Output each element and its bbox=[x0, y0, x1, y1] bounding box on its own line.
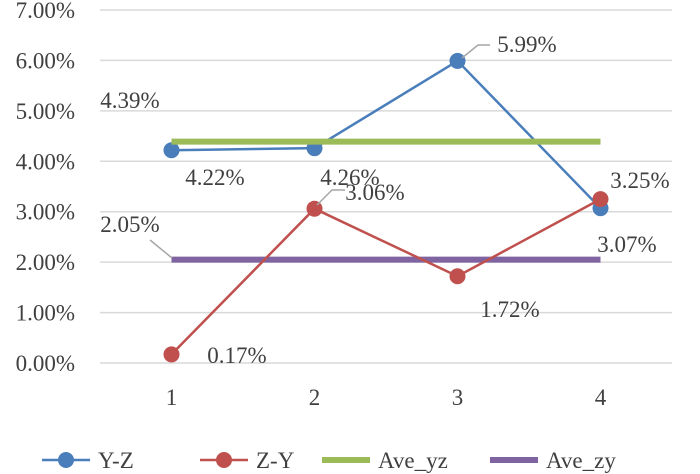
data-label: 3.25% bbox=[610, 168, 669, 193]
series-line-y-z bbox=[171, 59, 602, 210]
x-tick-label: 2 bbox=[309, 385, 321, 410]
data-label: 3.07% bbox=[597, 232, 656, 257]
data-point bbox=[163, 142, 180, 159]
legend-label: Ave_yz bbox=[378, 448, 448, 473]
data-label: 3.06% bbox=[345, 180, 404, 205]
legend-marker bbox=[216, 452, 232, 468]
data-label: 0.17% bbox=[207, 343, 266, 368]
y-tick-label: 4.00% bbox=[16, 149, 75, 174]
data-label: 5.99% bbox=[497, 32, 556, 57]
y-tick-label: 0.00% bbox=[16, 351, 75, 376]
x-tick-label: 3 bbox=[452, 385, 464, 410]
data-point bbox=[163, 346, 180, 363]
leader-line bbox=[461, 44, 490, 59]
x-tick-label: 1 bbox=[166, 385, 178, 410]
series-line-z-y bbox=[170, 198, 602, 356]
leader-line bbox=[149, 239, 173, 259]
y-tick-label: 7.00% bbox=[16, 0, 75, 23]
data-label: 1.72% bbox=[480, 297, 539, 322]
data-label: 4.26% bbox=[320, 165, 379, 190]
data-point bbox=[592, 191, 609, 208]
x-tick-label: 4 bbox=[595, 385, 607, 410]
legend-label: Z-Y bbox=[256, 448, 295, 473]
y-tick-label: 1.00% bbox=[16, 301, 75, 326]
data-label: 2.05% bbox=[100, 212, 159, 237]
y-tick-label: 2.00% bbox=[16, 250, 75, 275]
data-point bbox=[306, 200, 323, 217]
y-tick-label: 6.00% bbox=[16, 48, 75, 73]
data-point bbox=[449, 52, 466, 69]
data-label: 4.22% bbox=[185, 165, 244, 190]
data-label: 4.39% bbox=[100, 88, 159, 113]
legend-label: Ave_zy bbox=[546, 448, 616, 473]
legend-label: Y-Z bbox=[98, 448, 134, 473]
y-tick-label: 3.00% bbox=[16, 200, 75, 225]
data-point bbox=[449, 268, 466, 285]
legend-marker bbox=[58, 452, 74, 468]
leader-line bbox=[316, 189, 345, 206]
y-tick-label: 5.00% bbox=[16, 99, 75, 124]
